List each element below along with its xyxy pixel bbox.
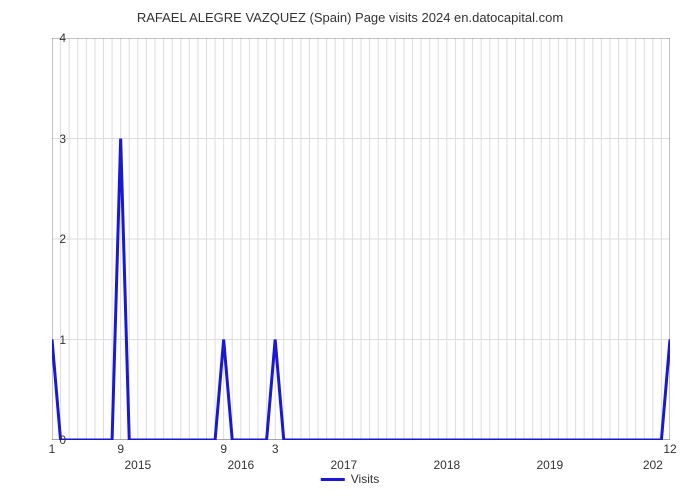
x-year-label: 2019 [536,458,563,472]
chart-container: RAFAEL ALEGRE VAZQUEZ (Spain) Page visit… [10,10,690,490]
y-tick-label: 4 [40,31,66,45]
chart-title: RAFAEL ALEGRE VAZQUEZ (Spain) Page visit… [10,10,690,25]
x-value-label: 3 [272,442,279,456]
legend-label: Visits [351,472,379,486]
x-value-label: 1 [49,442,56,456]
x-year-label: 202 [643,458,663,472]
chart-svg [52,38,670,440]
legend-line [321,478,345,481]
y-tick-label: 1 [40,333,66,347]
x-value-label: 12 [663,442,676,456]
x-year-label: 2015 [124,458,151,472]
x-value-label: 9 [220,442,227,456]
x-year-label: 2017 [330,458,357,472]
y-tick-label: 3 [40,132,66,146]
x-year-label: 2018 [433,458,460,472]
x-year-label: 2016 [227,458,254,472]
x-value-label: 9 [117,442,124,456]
y-tick-label: 2 [40,232,66,246]
chart-legend: Visits [321,472,379,486]
plot-area [52,38,670,440]
